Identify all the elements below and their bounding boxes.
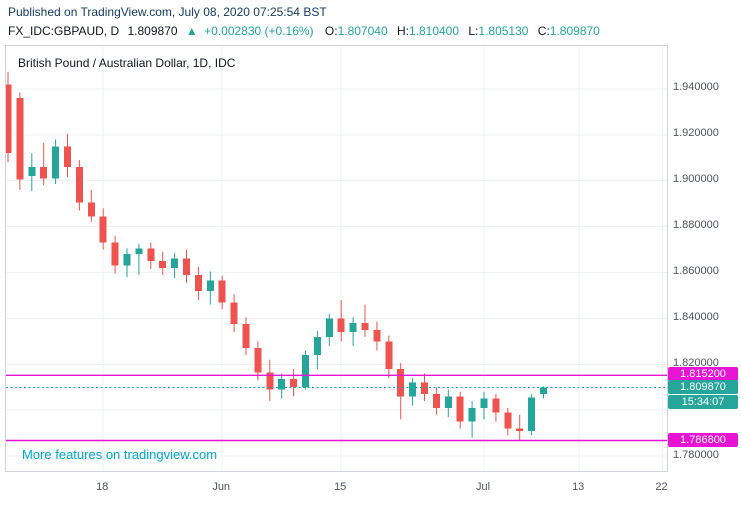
time-tick: 13 (572, 481, 585, 493)
price-axis[interactable]: 1.940000 1.920000 1.900000 1.880000 1.860000… (667, 45, 741, 472)
open-value: 1.807040 (337, 24, 388, 38)
candle (87, 202, 95, 217)
published-line: Published on TradingView.com, July 08, 2… (8, 5, 327, 19)
candle (302, 355, 309, 388)
candle (135, 248, 143, 255)
candle (242, 324, 250, 349)
watermark-link[interactable]: More features on tradingview.com (22, 447, 218, 462)
candle (504, 412, 512, 429)
price-tick: 1.840000 (673, 310, 719, 323)
level-label-lower: 1.786800 (668, 432, 738, 447)
price-tick: 1.880000 (673, 219, 719, 232)
candle (159, 261, 167, 268)
low-label: L: (468, 24, 479, 38)
symbol-name[interactable]: FX_IDC:GBPAUD, D (8, 24, 120, 38)
time-axis[interactable]: 18 Jun 15 Jul 13 22 (5, 471, 668, 501)
candle (480, 398, 488, 408)
symbol-info-bar: FX_IDC:GBPAUD, D 1.809870 ▲ +0.002830 (+… (8, 24, 606, 38)
close-label: C: (537, 24, 550, 38)
candle (52, 146, 60, 179)
candle (516, 428, 524, 431)
candlestick-chart (6, 46, 667, 471)
current-price-label: 1.809870 (668, 379, 738, 394)
candle (266, 372, 274, 390)
candle (99, 216, 107, 243)
candle (432, 394, 440, 408)
candle (444, 396, 452, 408)
price-tick: 1.860000 (673, 265, 719, 277)
candle (16, 98, 24, 180)
price-tick: 1.820000 (673, 356, 719, 369)
candle (540, 387, 547, 394)
candle (183, 258, 190, 275)
up-arrow-icon: ▲ (185, 24, 198, 38)
candle (361, 323, 369, 330)
low-value: 1.805130 (478, 24, 529, 38)
candle (337, 318, 345, 333)
candle (278, 379, 286, 390)
price-change: +0.002830 (+0.16%) (204, 24, 314, 38)
open-label: O: (324, 24, 338, 38)
candle (409, 382, 417, 397)
candle (147, 248, 155, 261)
candle (171, 258, 179, 268)
candle (290, 379, 298, 388)
candle (313, 336, 321, 356)
candle (75, 166, 83, 203)
candle (64, 146, 71, 167)
price-tick: 1.900000 (673, 173, 719, 186)
candle (456, 396, 464, 422)
time-tick: 22 (655, 481, 668, 493)
candle (492, 398, 500, 413)
candle (28, 166, 36, 177)
candle (421, 382, 428, 395)
high-value: 1.810400 (408, 24, 460, 38)
candle (528, 397, 536, 431)
time-tick: Jun (212, 481, 231, 493)
chart-legend[interactable]: British Pound / Australian Dollar, 1D, I… (18, 56, 236, 70)
candle (206, 280, 214, 291)
candle (254, 348, 262, 373)
candle (468, 407, 476, 422)
countdown-label: 15:34:07 (668, 394, 738, 409)
candle (397, 368, 405, 397)
candle (325, 318, 333, 337)
candle (349, 323, 357, 333)
candle (111, 242, 119, 266)
candle (373, 329, 381, 342)
price-tick: 1.780000 (673, 448, 719, 461)
plot-area[interactable]: British Pound / Australian Dollar, 1D, I… (5, 45, 668, 472)
candle (6, 84, 12, 154)
candle (194, 274, 202, 291)
price-tick: 1.920000 (673, 127, 719, 140)
high-label: H: (396, 24, 409, 38)
candle (218, 280, 226, 303)
last-price: 1.809870 (127, 24, 178, 38)
candle (385, 341, 393, 369)
time-tick: 18 (96, 481, 109, 493)
time-tick: 15 (334, 481, 347, 493)
level-label-upper: 1.815200 (668, 367, 738, 382)
close-value: 1.809870 (549, 24, 600, 38)
time-tick: Jul (475, 481, 491, 493)
candle (230, 302, 238, 325)
candle (123, 254, 131, 266)
candle (40, 166, 48, 179)
price-tick: 1.940000 (673, 81, 719, 94)
